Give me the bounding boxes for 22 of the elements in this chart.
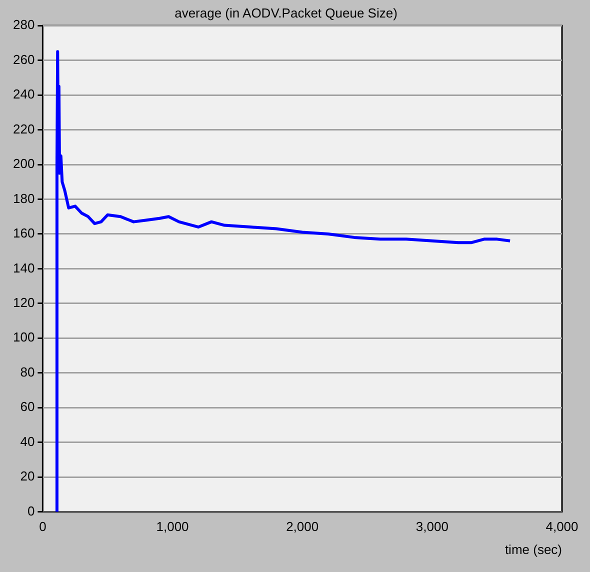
y-tick-label: 60 — [20, 399, 35, 414]
y-tick-label: 280 — [12, 17, 35, 32]
y-tick-label: 100 — [12, 330, 35, 345]
chart-title: average (in AODV.Packet Queue Size) — [174, 5, 398, 20]
x-axis-title: time (sec) — [504, 542, 562, 557]
x-tick-label: 0 — [39, 519, 46, 534]
x-tick-label: 1,000 — [156, 519, 189, 534]
y-tick-label: 40 — [20, 434, 35, 449]
y-tick-label: 220 — [12, 121, 35, 136]
y-tick-label: 240 — [12, 86, 35, 102]
y-tick-label: 120 — [12, 295, 35, 310]
y-tick-label: 180 — [12, 190, 35, 206]
y-tick-label: 20 — [20, 468, 35, 484]
x-tick-label: 2,000 — [286, 519, 319, 534]
y-tick-label: 0 — [27, 503, 35, 518]
y-tick-label: 140 — [12, 260, 35, 276]
y-tick-label: 200 — [12, 156, 35, 172]
y-tick-label: 160 — [12, 226, 35, 241]
x-tick-label: 3,000 — [416, 519, 448, 534]
y-tick-label: 80 — [20, 364, 35, 380]
y-tick-label: 260 — [12, 52, 35, 67]
x-tick-label: 4,000 — [546, 519, 578, 534]
